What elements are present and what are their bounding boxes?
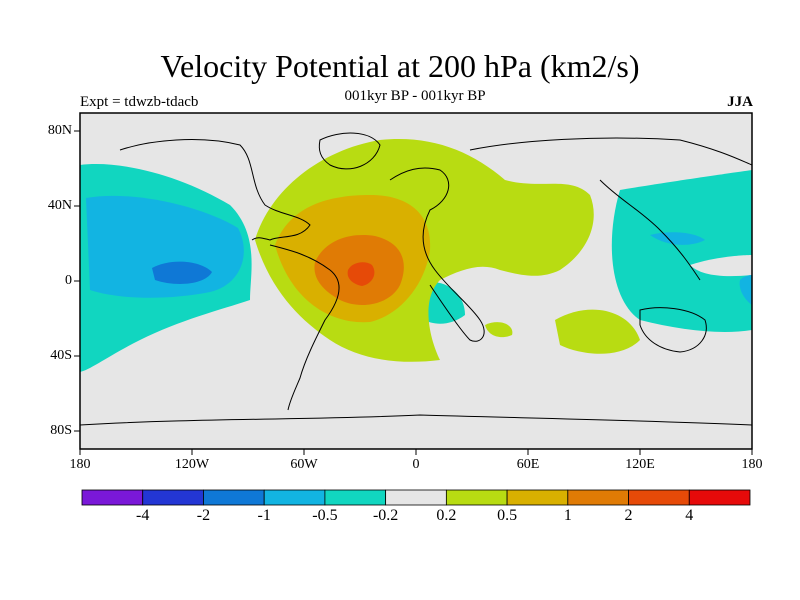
season-label: JJA: [727, 94, 753, 110]
x-tick-label: 120E: [625, 457, 655, 472]
x-tick-label: 60W: [290, 457, 318, 472]
colorbar-tick-label: 4: [685, 507, 694, 524]
x-tick-label: 60E: [516, 457, 540, 472]
colorbar-swatch: [81, 489, 144, 506]
y-tick-label: 40S: [50, 348, 72, 363]
colorbar-tick-label: 1: [563, 507, 572, 524]
colorbar-tick-label: 0.2: [436, 507, 457, 524]
colorbar: [81, 489, 751, 506]
colorbar-swatch: [263, 489, 326, 506]
contour-pos-02-south: [555, 309, 640, 354]
contour-neg-02-east: [611, 170, 752, 332]
contour-fields: [80, 139, 752, 372]
contour-pos-2: [347, 262, 375, 286]
y-tick-label: 80S: [50, 423, 72, 438]
map-subtitle: 001kyr BP - 001kyr BP: [344, 88, 486, 104]
colorbar-swatch: [142, 489, 204, 506]
axis-ticks: [74, 130, 753, 455]
x-tick-label: 180: [69, 457, 91, 472]
colorbar-tick-label: 0.5: [497, 507, 518, 524]
colorbar-tick-label: -2: [196, 507, 211, 524]
coast-australia: [639, 307, 707, 353]
y-tick-label: 0: [65, 273, 72, 288]
contour-neg-1-pacific: [152, 261, 212, 284]
coastlines: [80, 132, 752, 426]
colorbar-swatch: [324, 489, 387, 506]
map-title: Velocity Potential at 200 hPa (km2/s): [160, 48, 640, 84]
contour-gray-insert: [690, 255, 752, 277]
coast-asia: [469, 137, 752, 281]
coast-south-america: [269, 244, 340, 411]
y-tick-label: 40N: [47, 198, 72, 213]
colorbar-swatch: [567, 489, 629, 506]
x-tick-label: 120W: [174, 457, 210, 472]
colorbar-tick-label: -0.5: [312, 507, 338, 524]
x-tick-label: 0: [412, 457, 420, 472]
colorbar-swatch: [506, 489, 569, 506]
coast-greenland: [318, 132, 381, 170]
colorbar-swatch: [628, 489, 690, 506]
colorbar-tick-label: -4: [136, 507, 150, 524]
colorbar-swatch: [203, 489, 265, 506]
coast-antarctica: [80, 414, 752, 426]
colorbar-tick-label: 2: [624, 507, 633, 524]
colorbar-tick-label: -1: [257, 507, 271, 524]
coast-north-america: [119, 139, 311, 241]
contour-neg-05-small: [650, 232, 705, 245]
colorbar-tick-label: -0.2: [372, 507, 399, 524]
colorbar-swatch: [688, 489, 751, 506]
contour-pos-02-africa: [485, 322, 513, 338]
contour-neg-05-east: [739, 275, 752, 305]
experiment-label: Expt = tdwzb-tdacb: [80, 94, 199, 110]
colorbar-swatch: [385, 489, 447, 506]
y-tick-label: 80N: [47, 123, 72, 138]
x-tick-label: 180: [741, 457, 763, 472]
colorbar-swatch: [445, 489, 508, 506]
coast-europe-africa: [389, 167, 485, 342]
